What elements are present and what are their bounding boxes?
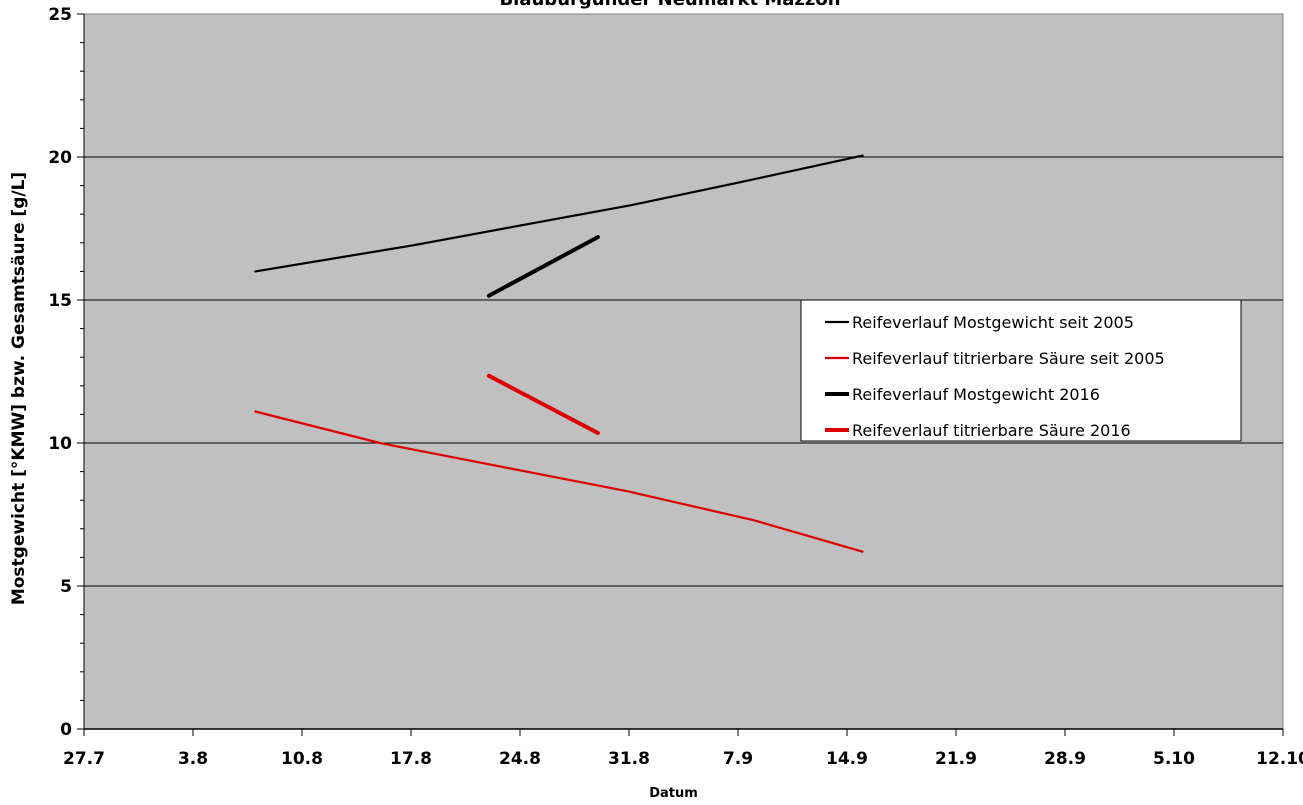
legend-label: Reifeverlauf Mostgewicht seit 2005	[852, 313, 1134, 332]
x-tick-label: 21.9	[935, 749, 977, 769]
y-tick-label: 25	[48, 5, 72, 25]
chart-title: Blauburgunder Neumarkt Mazzon	[499, 0, 840, 10]
x-axis-title: Datum	[649, 786, 698, 801]
y-tick-label: 15	[48, 291, 72, 311]
x-tick-label: 24.8	[499, 749, 541, 769]
legend-label: Reifeverlauf Mostgewicht 2016	[852, 385, 1100, 404]
x-tick-label: 28.9	[1044, 749, 1086, 769]
legend-box	[800, 299, 1242, 442]
series-line-2	[254, 410, 864, 553]
series-layer	[254, 154, 864, 553]
legend-label: Reifeverlauf titrierbare Säure 2016	[852, 421, 1131, 440]
gridlines	[84, 156, 1283, 587]
x-tick-label: 3.8	[178, 749, 208, 769]
series-line-1	[254, 154, 864, 273]
series-line-3	[486, 235, 600, 298]
x-tick-label: 27.7	[63, 749, 105, 769]
y-tick-label: 10	[48, 434, 72, 454]
x-tick-label: 10.8	[281, 749, 323, 769]
x-tick-label: 5.10	[1153, 749, 1195, 769]
x-tick-label: 14.9	[826, 749, 868, 769]
x-axis: 27.7 3.8 10.8 17.8 24.8 31.8 7.9 14.9 21.9 28.9 5.…	[63, 728, 1303, 769]
x-tick-label: 17.8	[390, 749, 432, 769]
y-tick-label: 5	[60, 577, 72, 597]
y-tick-label: 20	[48, 148, 72, 168]
y-axis: 0 5 10 15 20 25	[48, 5, 85, 740]
y-axis-title: Mostgewicht [°KMW] bzw. Gesamtsäure [g/L…	[9, 172, 29, 605]
y-tick-label: 0	[60, 720, 72, 740]
x-tick-label: 7.9	[723, 749, 753, 769]
x-tick-label: 31.8	[608, 749, 650, 769]
x-tick-label: 12.10	[1256, 749, 1303, 769]
legend-label: Reifeverlauf titrierbare Säure seit 2005	[852, 349, 1165, 368]
series-line-4	[486, 373, 600, 435]
legend: Reifeverlauf Mostgewicht seit 2005 Reifev…	[800, 299, 1242, 442]
